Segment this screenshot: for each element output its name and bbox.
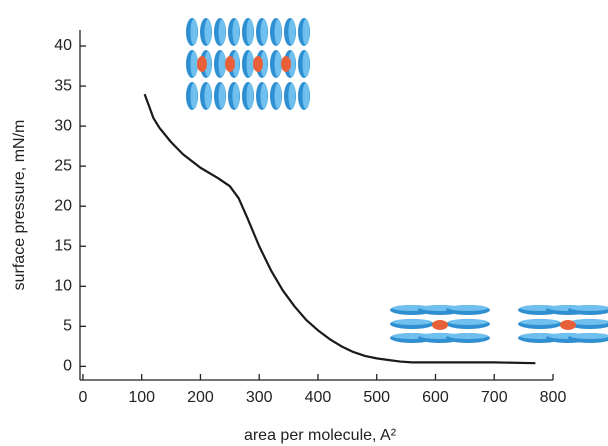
x-tick-label: 300 bbox=[246, 389, 273, 406]
y-tick-label: 35 bbox=[54, 77, 72, 94]
x-tick-label: 500 bbox=[363, 389, 390, 406]
flat-stack-illustration bbox=[390, 305, 490, 343]
y-tick-label: 5 bbox=[63, 318, 72, 335]
x-axis-label: area per molecule, A² bbox=[244, 427, 397, 444]
y-tick-label: 30 bbox=[54, 117, 72, 134]
vertical-stack-illustration bbox=[186, 18, 310, 110]
y-axis-label: surface pressure, mN/m bbox=[11, 120, 28, 291]
data-line bbox=[143, 93, 536, 365]
x-tick-label: 800 bbox=[540, 389, 567, 406]
y-tick-label: 25 bbox=[54, 157, 72, 174]
x-tick-label: 400 bbox=[305, 389, 332, 406]
y-tick-label: 15 bbox=[54, 237, 72, 254]
y-tick-label: 40 bbox=[54, 37, 72, 54]
x-tick-label: 0 bbox=[78, 389, 87, 406]
flat-stack-illustration bbox=[518, 305, 608, 343]
x-tick-label: 100 bbox=[128, 389, 155, 406]
y-tick-label: 0 bbox=[63, 358, 72, 375]
x-tick-label: 200 bbox=[187, 389, 214, 406]
y-tick-label: 10 bbox=[54, 278, 72, 295]
x-tick-label: 600 bbox=[422, 389, 449, 406]
x-tick-label: 700 bbox=[481, 389, 508, 406]
y-tick-label: 20 bbox=[54, 197, 72, 214]
